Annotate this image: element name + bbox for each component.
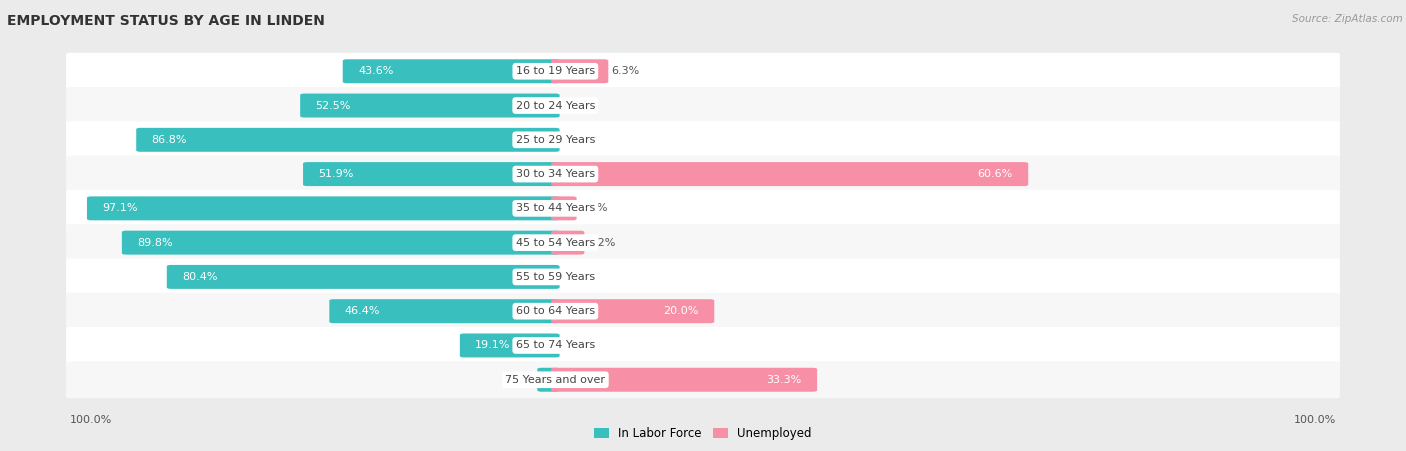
Text: 86.8%: 86.8% [152, 135, 187, 145]
Text: 20.0%: 20.0% [664, 306, 699, 316]
Text: 2.9%: 2.9% [506, 375, 534, 385]
FancyBboxPatch shape [136, 128, 560, 152]
FancyBboxPatch shape [66, 53, 1340, 90]
Text: 55 to 59 Years: 55 to 59 Years [516, 272, 595, 282]
Text: 89.8%: 89.8% [138, 238, 173, 248]
FancyBboxPatch shape [122, 230, 560, 255]
FancyBboxPatch shape [66, 224, 1340, 261]
Text: 60 to 64 Years: 60 to 64 Years [516, 306, 595, 316]
FancyBboxPatch shape [66, 258, 1340, 295]
Text: 46.4%: 46.4% [344, 306, 380, 316]
FancyBboxPatch shape [66, 121, 1340, 158]
FancyBboxPatch shape [66, 190, 1340, 227]
FancyBboxPatch shape [551, 368, 817, 392]
Text: 100.0%: 100.0% [70, 415, 112, 425]
Text: 80.4%: 80.4% [183, 272, 218, 282]
FancyBboxPatch shape [551, 162, 1028, 186]
FancyBboxPatch shape [343, 59, 560, 83]
Text: 100.0%: 100.0% [1294, 415, 1336, 425]
Text: 97.1%: 97.1% [103, 203, 138, 213]
FancyBboxPatch shape [329, 299, 560, 323]
FancyBboxPatch shape [551, 230, 585, 255]
Text: 30 to 34 Years: 30 to 34 Years [516, 169, 595, 179]
FancyBboxPatch shape [66, 327, 1340, 364]
FancyBboxPatch shape [66, 293, 1340, 330]
FancyBboxPatch shape [167, 265, 560, 289]
Text: 2.2%: 2.2% [579, 203, 607, 213]
Text: 75 Years and over: 75 Years and over [505, 375, 606, 385]
Text: 16 to 19 Years: 16 to 19 Years [516, 66, 595, 76]
FancyBboxPatch shape [551, 196, 576, 221]
FancyBboxPatch shape [551, 59, 609, 83]
Text: 45 to 54 Years: 45 to 54 Years [516, 238, 595, 248]
FancyBboxPatch shape [66, 156, 1340, 193]
Text: 43.6%: 43.6% [359, 66, 394, 76]
Text: 25 to 29 Years: 25 to 29 Years [516, 135, 595, 145]
Text: 35 to 44 Years: 35 to 44 Years [516, 203, 595, 213]
FancyBboxPatch shape [537, 368, 560, 392]
Text: 51.9%: 51.9% [319, 169, 354, 179]
FancyBboxPatch shape [304, 162, 560, 186]
Text: 19.1%: 19.1% [475, 341, 510, 350]
FancyBboxPatch shape [460, 333, 560, 358]
Text: 33.3%: 33.3% [766, 375, 801, 385]
Text: 3.2%: 3.2% [588, 238, 616, 248]
Text: 20 to 24 Years: 20 to 24 Years [516, 101, 595, 110]
Text: 52.5%: 52.5% [315, 101, 352, 110]
Legend: In Labor Force, Unemployed: In Labor Force, Unemployed [589, 423, 817, 445]
FancyBboxPatch shape [66, 87, 1340, 124]
FancyBboxPatch shape [301, 93, 560, 118]
Text: 6.3%: 6.3% [612, 66, 640, 76]
Text: 65 to 74 Years: 65 to 74 Years [516, 341, 595, 350]
FancyBboxPatch shape [66, 361, 1340, 398]
Text: EMPLOYMENT STATUS BY AGE IN LINDEN: EMPLOYMENT STATUS BY AGE IN LINDEN [7, 14, 325, 28]
FancyBboxPatch shape [551, 299, 714, 323]
Text: 60.6%: 60.6% [977, 169, 1012, 179]
FancyBboxPatch shape [87, 196, 560, 221]
Text: Source: ZipAtlas.com: Source: ZipAtlas.com [1292, 14, 1403, 23]
